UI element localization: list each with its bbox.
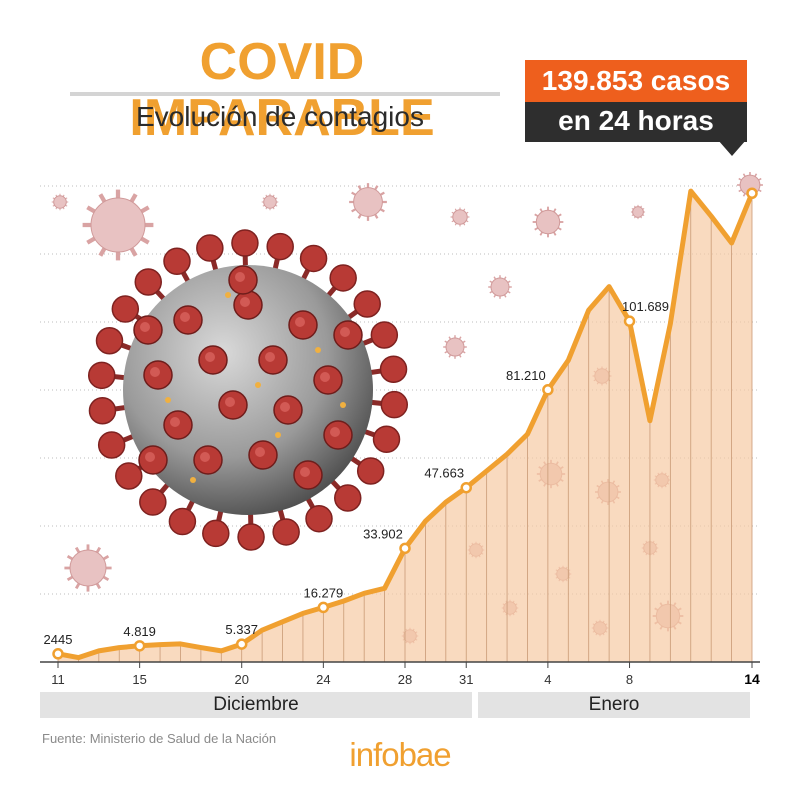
coronavirus-illustration [87, 229, 409, 551]
page-subtitle: Evolución de contagios [136, 101, 424, 132]
data-point [317, 601, 330, 614]
month-label-enero: Enero [478, 692, 750, 718]
title-divider [70, 92, 500, 96]
virus-icon [261, 193, 279, 211]
data-point [235, 638, 248, 650]
virus-icon [64, 544, 112, 592]
data-label: 33.902 [363, 526, 403, 541]
data-label: 4.819 [123, 624, 156, 639]
virus-icon [450, 207, 470, 227]
brand-logo: infobae [349, 736, 451, 773]
data-point [399, 542, 411, 555]
x-tick-label: 28 [398, 672, 412, 687]
page-title: COVID IMPARABLE [129, 33, 435, 147]
virus-icon [532, 206, 564, 238]
data-point [52, 648, 64, 660]
x-tick-label: 14 [744, 671, 760, 687]
data-labels: 2445 4.819 5.337 16.279 33.902 47.663 81.210 10… [44, 299, 669, 647]
data-point [542, 384, 554, 396]
data-label: 16.279 [303, 585, 343, 600]
data-label: 81.210 [506, 368, 546, 383]
area-fill [58, 191, 752, 662]
data-label: 101.689 [622, 299, 669, 314]
data-label: 5.337 [225, 622, 258, 637]
data-point [746, 187, 758, 200]
data-label: 47.663 [424, 466, 464, 481]
callout-period: en 24 horas [525, 102, 747, 142]
virus-icon [488, 275, 512, 299]
virus-icon [51, 193, 69, 211]
virus-icon [443, 335, 467, 359]
x-tick-label: 15 [132, 672, 146, 687]
x-tick-label: 8 [626, 672, 633, 687]
data-markers [52, 187, 758, 660]
month-label-diciembre: Diciembre [40, 692, 472, 718]
x-tick-label: 24 [316, 672, 330, 687]
daily-bars [57, 191, 753, 662]
x-tick-label: 20 [234, 672, 248, 687]
source-note: Fuente: Ministerio de Salud de la Nación [42, 731, 277, 746]
callout-pointer [718, 140, 746, 156]
callout-cases: 139.853 casos [525, 60, 747, 102]
data-point [623, 315, 636, 327]
area-shape [58, 191, 752, 662]
x-tick-label: 31 [459, 672, 473, 687]
virus-icon [349, 183, 387, 221]
x-tick-label: 11 [51, 672, 65, 687]
x-tick-label: 4 [544, 672, 551, 687]
virus-icon [630, 204, 646, 220]
data-point [460, 481, 472, 494]
data-point [133, 640, 146, 652]
x-ticks: 11 15 20 24 28 31 4 8 14 [51, 662, 760, 687]
virus-icon [82, 189, 154, 261]
data-label: 2445 [44, 632, 73, 647]
